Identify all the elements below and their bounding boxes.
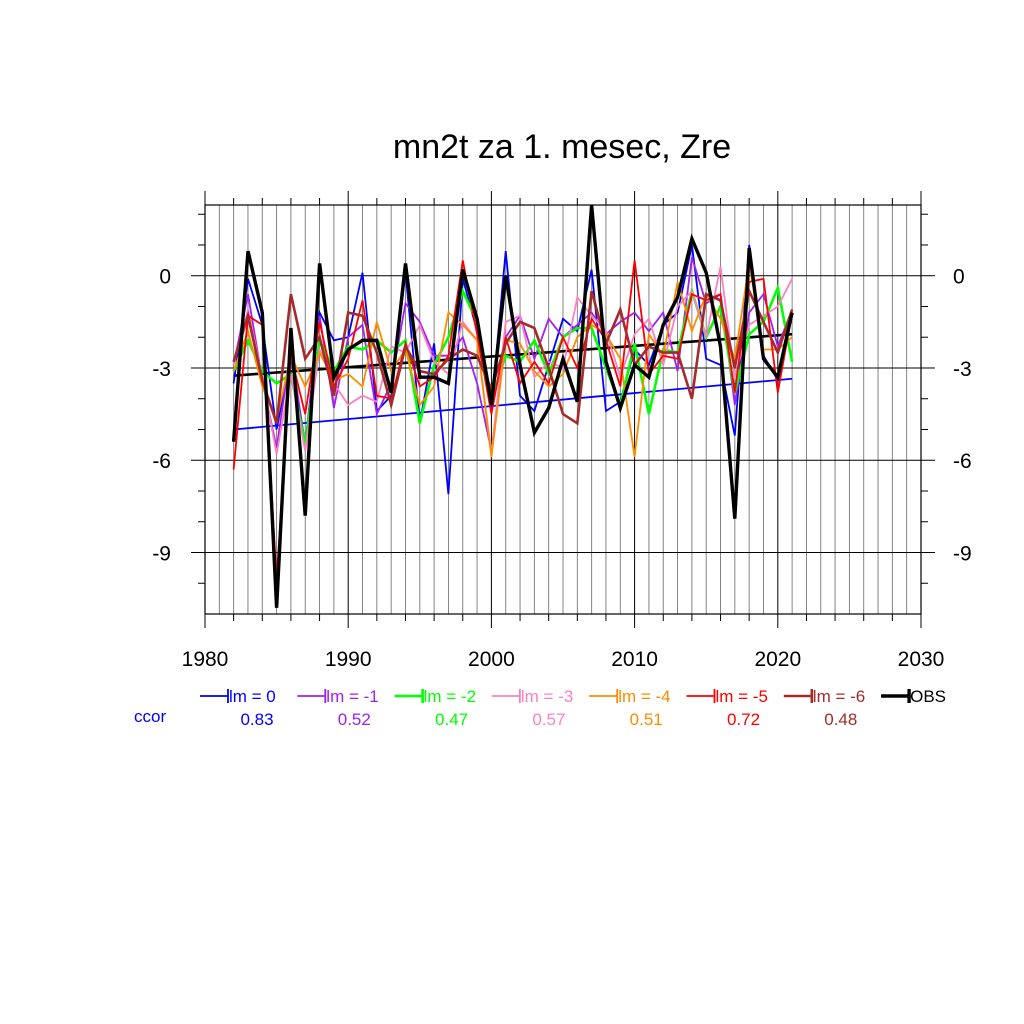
legend-label-0: lm = 0	[229, 687, 276, 706]
series-line-6	[232, 286, 794, 426]
legend-label-3: lm = -3	[521, 687, 573, 706]
legend-label-4: lm = -4	[618, 687, 670, 706]
x-tick-label: 1980	[182, 648, 229, 671]
y-tick-label-left: -6	[152, 450, 171, 473]
ccor-label: ccor	[134, 707, 166, 726]
y-tick-label-right: -9	[953, 542, 972, 565]
plot-frame	[204, 204, 922, 615]
trend-line-0	[233, 377, 793, 431]
series-line-5	[232, 260, 793, 581]
y-tick-label-left: -3	[152, 358, 171, 381]
legend-label-5: lm = -5	[716, 687, 768, 706]
x-tick-label: 2020	[754, 648, 801, 671]
legend-label-2: lm = -2	[424, 687, 476, 706]
legend-label-6: lm = -6	[813, 687, 865, 706]
y-tick-label-left: 0	[159, 266, 171, 289]
axes: 1980 1990 2000 2010 2020 2030 0 0 -3 -3 -6 -6 -9 -9	[152, 191, 972, 671]
x-tick-label: 1990	[325, 648, 372, 671]
x-tick-label: 2010	[611, 648, 658, 671]
x-tick-label: 2000	[468, 648, 515, 671]
ccor-value-0: 0.83	[240, 710, 273, 729]
legend-label-1: lm = -1	[326, 687, 378, 706]
legend-label-7: OBS	[910, 687, 946, 706]
ccor-value-1: 0.52	[338, 710, 371, 729]
y-tick-label-right: 0	[953, 266, 965, 289]
chart-title: mn2t za 1. mesec, Zre	[393, 128, 731, 166]
ccor-value-4: 0.51	[630, 710, 663, 729]
y-tick-label-left: -9	[152, 542, 171, 565]
y-tick-label-right: -3	[953, 358, 972, 381]
series-line-7	[231, 204, 794, 608]
series-lines	[231, 204, 794, 608]
legend: lm = 0 0.83 lm = -1 0.52 lm = -2 0.47 lm = -3 0…	[134, 687, 946, 729]
ccor-value-5: 0.72	[727, 710, 760, 729]
ccor-value-2: 0.47	[435, 710, 468, 729]
ccor-value-6: 0.48	[824, 710, 857, 729]
x-tick-label: 2030	[898, 648, 945, 671]
y-tick-label-right: -6	[953, 450, 972, 473]
ccor-value-3: 0.57	[532, 710, 565, 729]
